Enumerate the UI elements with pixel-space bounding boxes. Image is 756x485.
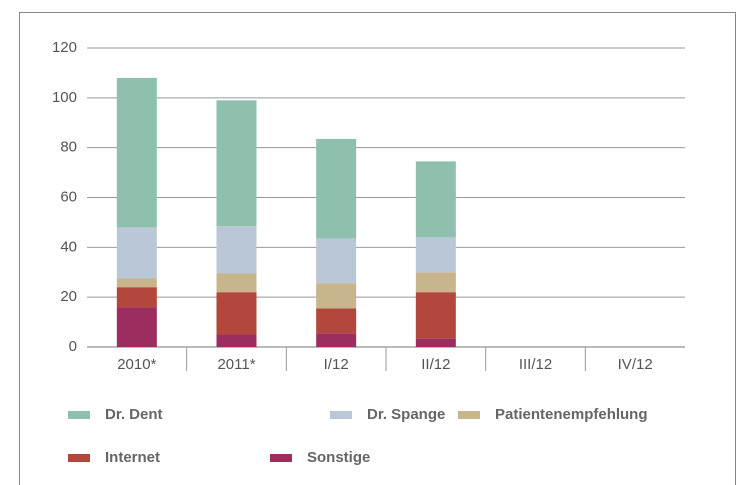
- bar-segment: [415, 338, 456, 347]
- legend-label: Dr. Dent: [105, 406, 163, 423]
- legend-label: Patientenempfehlung: [495, 406, 648, 423]
- y-tick-label: 0: [69, 338, 77, 355]
- x-tick-label: 2011*: [217, 356, 255, 373]
- bar-segment: [216, 292, 257, 335]
- x-tick-label: II/12: [421, 356, 450, 373]
- bar-segment: [316, 308, 357, 334]
- bar-segment: [316, 283, 357, 309]
- bar-segment: [116, 278, 157, 288]
- legend-label: Dr. Spange: [367, 406, 445, 423]
- bar-segment: [216, 334, 257, 347]
- y-tick-label: 60: [60, 188, 77, 205]
- bar-segment: [415, 272, 456, 293]
- legend-swatch: [68, 454, 90, 462]
- bar-segment: [116, 77, 157, 228]
- y-tick-label: 100: [52, 89, 77, 106]
- y-tick-label: 80: [60, 139, 77, 156]
- bar-segment: [316, 333, 357, 347]
- x-tick-label: I/12: [324, 356, 349, 373]
- x-tick-label: 2010*: [117, 356, 156, 373]
- frame: [19, 12, 736, 485]
- bar-segment: [415, 237, 456, 273]
- legend-swatch: [270, 454, 292, 462]
- bar-segment: [316, 238, 357, 284]
- bar-segment: [415, 292, 456, 339]
- x-tick-label: IV/12: [618, 356, 653, 373]
- legend-label: Internet: [105, 449, 160, 466]
- y-tick-label: 20: [60, 288, 77, 305]
- bar-segment: [116, 287, 157, 308]
- legend-swatch: [458, 411, 480, 419]
- bar-segment: [216, 100, 257, 227]
- bar-segment: [116, 227, 157, 279]
- y-tick-label: 120: [52, 39, 77, 56]
- legend-swatch: [330, 411, 352, 419]
- y-tick-label: 40: [60, 238, 77, 255]
- bar-segment: [116, 307, 157, 347]
- bar-segment: [216, 273, 257, 293]
- x-tick-label: III/12: [519, 356, 552, 373]
- bar-segment: [415, 161, 456, 238]
- legend-swatch: [68, 411, 90, 419]
- bar-segment: [316, 138, 357, 239]
- legend-label: Sonstige: [307, 449, 370, 466]
- bar-segment: [216, 226, 257, 274]
